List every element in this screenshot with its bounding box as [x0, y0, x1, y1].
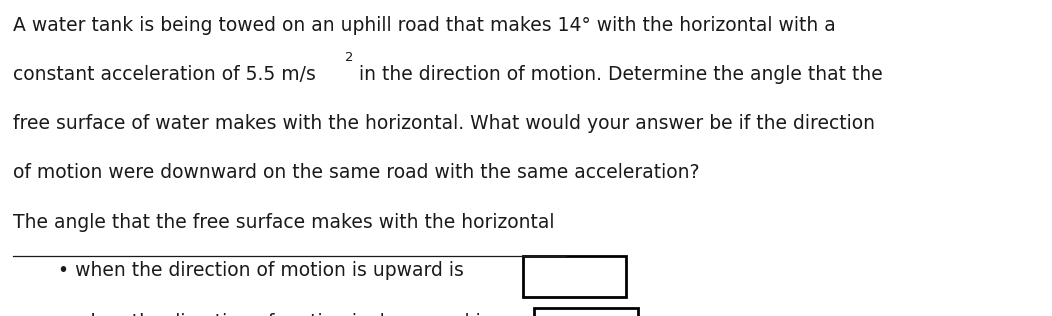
- Text: of motion were downward on the same road with the same acceleration?: of motion were downward on the same road…: [13, 163, 700, 182]
- Bar: [534, 308, 638, 316]
- Text: • when the direction of motion is downward is: • when the direction of motion is downwa…: [58, 313, 490, 316]
- Text: The angle that the free surface makes with the horizontal: The angle that the free surface makes wi…: [13, 213, 554, 232]
- Text: 2: 2: [345, 51, 353, 64]
- Text: A water tank is being towed on an uphill road that makes 14° with the horizontal: A water tank is being towed on an uphill…: [13, 16, 835, 35]
- Text: • when the direction of motion is upward is: • when the direction of motion is upward…: [58, 261, 464, 280]
- Text: in the direction of motion. Determine the angle that the: in the direction of motion. Determine th…: [353, 65, 884, 84]
- Text: constant acceleration of 5.5 m/s: constant acceleration of 5.5 m/s: [13, 65, 316, 84]
- Text: free surface of water makes with the horizontal. What would your answer be if th: free surface of water makes with the hor…: [13, 114, 874, 133]
- Bar: [523, 256, 626, 297]
